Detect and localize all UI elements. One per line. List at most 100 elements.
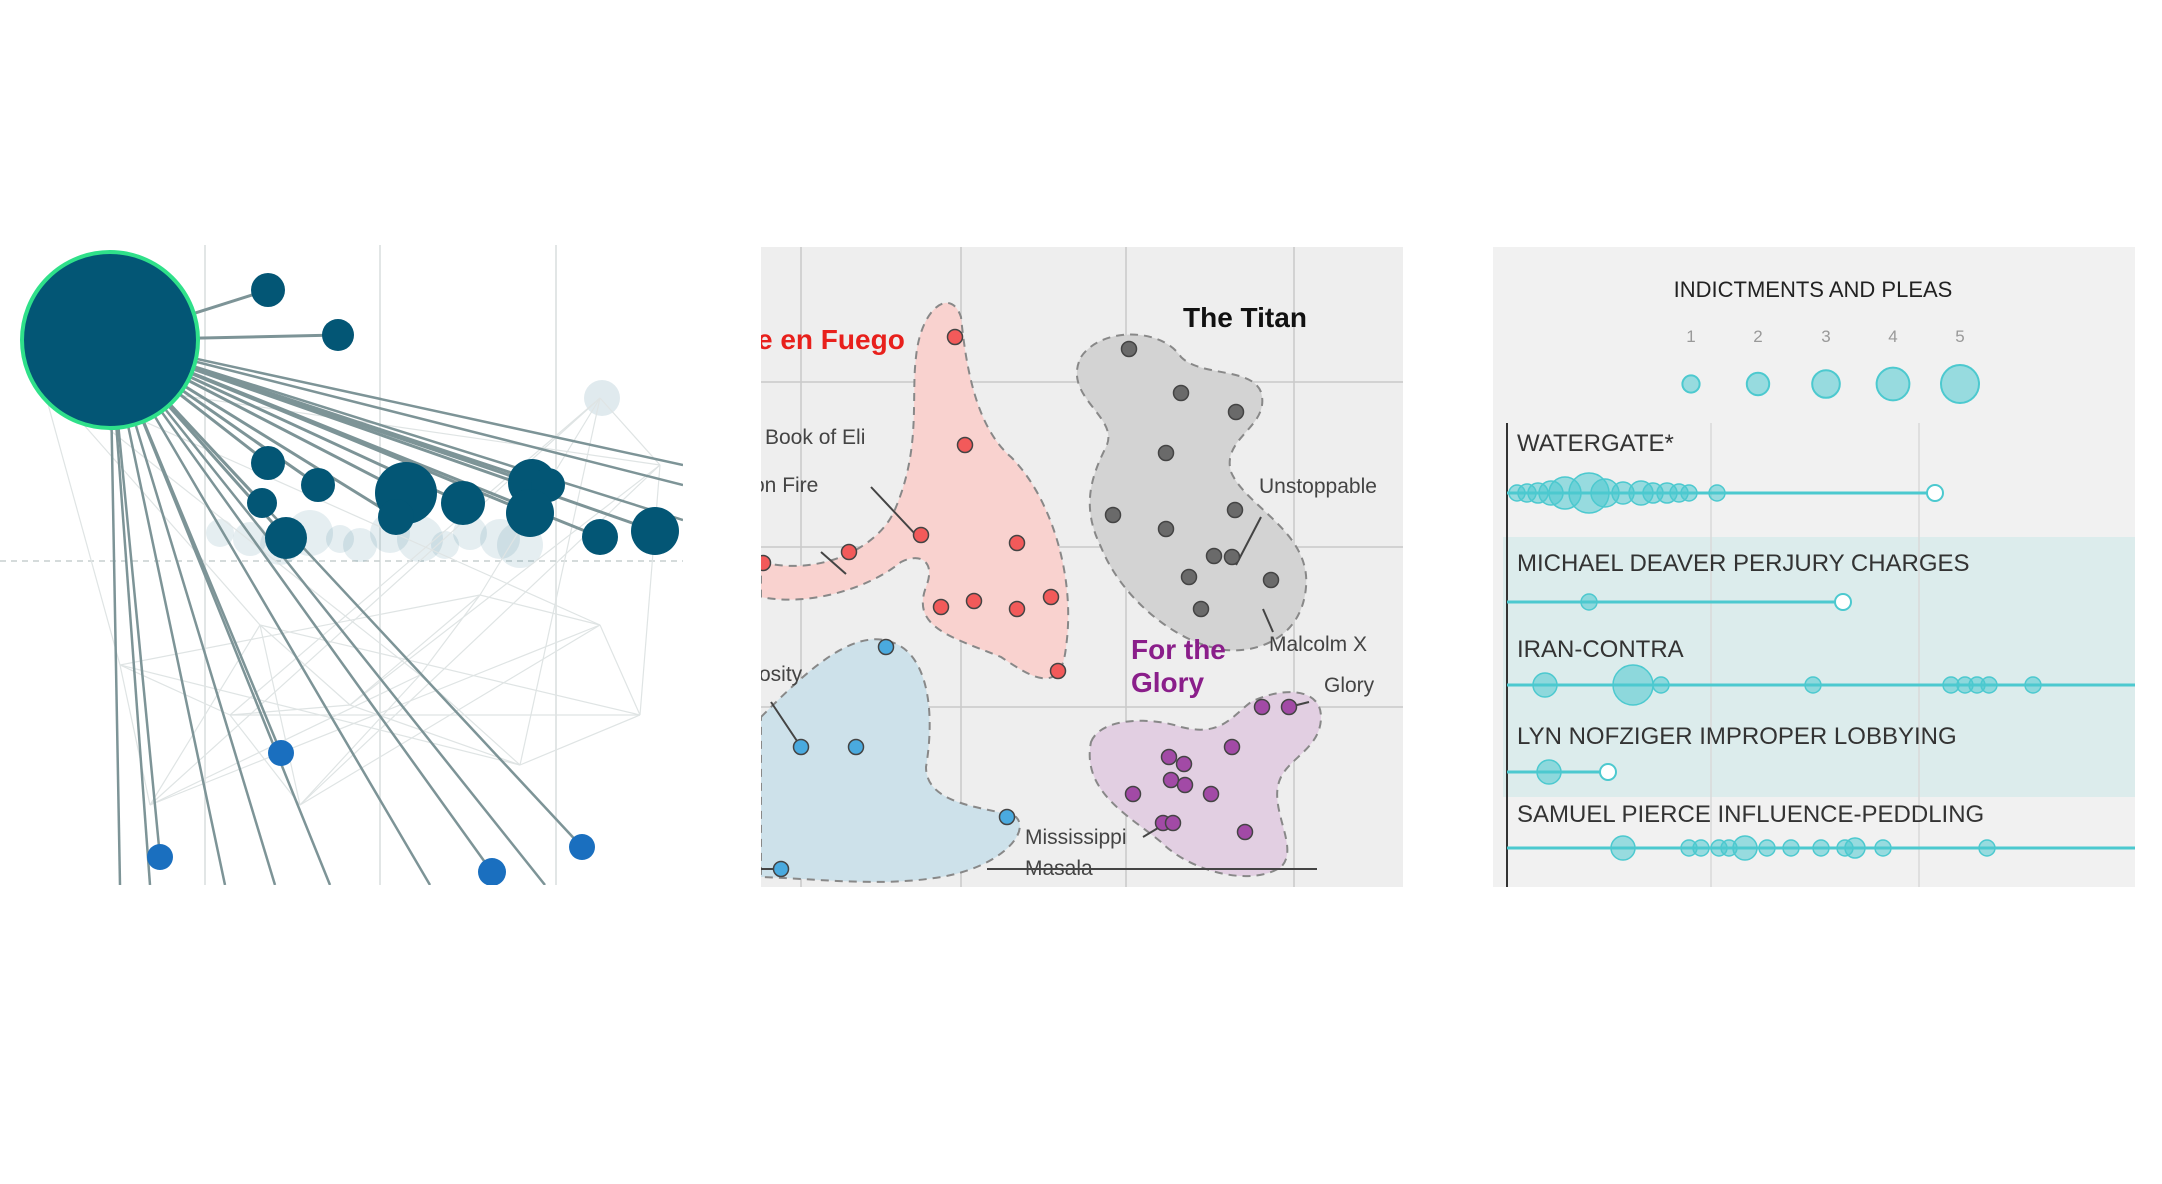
hub-edge (108, 339, 494, 873)
legend-label-3: 3 (1821, 327, 1830, 346)
cluster-point-gray (1104, 506, 1122, 524)
cluster-title-red: e en Fuego (761, 324, 905, 355)
faint-edge (119, 594, 481, 666)
faint-edge (259, 624, 301, 806)
faint-node (480, 519, 520, 559)
cluster-red-blob (761, 302, 1070, 680)
cluster-blue-blob (761, 638, 1021, 883)
cluster-gray-blob (1075, 333, 1308, 652)
cluster-point-purple (1162, 771, 1180, 789)
legend-size-4 (1875, 366, 1911, 402)
leader-line (770, 701, 802, 748)
legend-label-5: 5 (1955, 327, 1964, 346)
cluster-point-red (840, 543, 858, 561)
network-node (378, 499, 414, 535)
faint-edge (599, 624, 641, 716)
cluster-point-blue (772, 860, 790, 878)
network-node (247, 488, 277, 518)
leader-line (1262, 608, 1274, 633)
label-unstoppable: Unstoppable (1259, 475, 1377, 498)
label-masala: Masala (1025, 857, 1093, 880)
cluster-point-blue (792, 738, 810, 756)
legend-size-1 (1681, 374, 1701, 394)
hub-edge (108, 339, 152, 885)
faint-edge (349, 594, 481, 706)
row-label-iran-contra: IRAN-CONTRA (1517, 636, 1684, 663)
cluster-point-purple (1160, 748, 1178, 766)
cluster-point-red (1008, 600, 1026, 618)
cluster-point-purple (1223, 738, 1241, 756)
label-mississippi: Mississippi (1025, 826, 1127, 849)
network-node-small (147, 844, 173, 870)
cluster-point-red (761, 554, 772, 572)
network-node (251, 273, 285, 307)
indictment-mark (1844, 837, 1866, 859)
faint-node (326, 525, 354, 553)
faint-edge (229, 397, 601, 716)
faint-edge (639, 464, 661, 716)
cluster-point-red (932, 598, 950, 616)
faint-edge (599, 397, 661, 466)
network-node-small (268, 740, 294, 766)
faint-edge (479, 594, 601, 626)
legend-size-3 (1811, 369, 1841, 399)
cluster-point-gray (1223, 548, 1241, 566)
indictment-mark (1978, 839, 1996, 857)
indictment-marks (1507, 364, 2135, 861)
faint-node (343, 528, 377, 562)
row-label-pierce: SAMUEL PIERCE INFLUENCE-PEDDLING (1517, 801, 1984, 828)
indictment-mark (1804, 676, 1822, 694)
cluster-point-gray (1120, 340, 1138, 358)
network-node-small (478, 858, 506, 885)
row-label-deaver: MICHAEL DEAVER PERJURY CHARGES (1517, 550, 1970, 577)
network-nodes (20, 250, 679, 885)
faint-edge (229, 704, 351, 716)
legend-size-5 (1940, 364, 1980, 404)
cluster-point-red (956, 436, 974, 454)
network-chart (0, 245, 683, 885)
cluster-point-purple (1202, 785, 1220, 803)
indictment-mark (1680, 484, 1698, 502)
network-edges (108, 288, 683, 885)
network-node (631, 507, 679, 555)
indictment-mark (1580, 593, 1598, 611)
indictment-mark (1532, 672, 1558, 698)
faint-node (431, 531, 459, 559)
label-on-fire: on Fire (761, 474, 818, 497)
faint-edge (229, 714, 301, 806)
cluster-point-red (912, 526, 930, 544)
label-osity: osity (761, 663, 803, 686)
timeline-end-mark (1926, 484, 1944, 502)
hub-edge (109, 338, 683, 467)
faint-node (584, 380, 620, 416)
indictments-grid (1710, 423, 1920, 887)
indictment-mark (1536, 759, 1562, 785)
cluster-purple-blob (1088, 691, 1323, 878)
indictments-chart-panel: INDICTMENTS AND PLEAS 1 2 3 4 5 WATERGAT… (1493, 247, 2135, 887)
indictment-mark (1812, 839, 1830, 857)
cluster-chart-panel: e en Fuego The Titan For the Glory Book … (761, 247, 1403, 887)
indictment-mark (1758, 839, 1776, 857)
indictment-mark (1782, 839, 1800, 857)
legend-label-2: 2 (1753, 327, 1762, 346)
hub-edge (108, 339, 122, 885)
row-label-watergate: WATERGATE* (1517, 430, 1674, 457)
network-node (582, 519, 618, 555)
hub-edge (109, 338, 683, 522)
cluster-point-red (1049, 662, 1067, 680)
indictments-shaded-band (1503, 537, 2135, 797)
cluster-point-purple (1164, 814, 1182, 832)
indictment-mark (1692, 839, 1710, 857)
indictment-mark (1980, 676, 1998, 694)
cluster-point-gray (1262, 571, 1280, 589)
label-malcolm-x: Malcolm X (1269, 633, 1367, 656)
cluster-point-blue (998, 808, 1016, 826)
hub-edge (108, 339, 227, 885)
cluster-point-purple (1236, 823, 1254, 841)
faint-edge (39, 374, 121, 666)
cluster-point-gray (1157, 520, 1175, 538)
cluster-point-purple (1175, 755, 1193, 773)
faint-edge (259, 624, 641, 716)
cluster-point-gray (1157, 444, 1175, 462)
faint-edge (519, 397, 601, 766)
